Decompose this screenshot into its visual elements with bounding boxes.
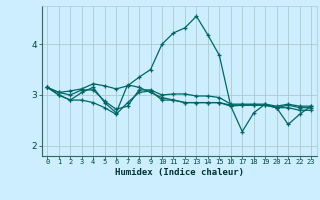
X-axis label: Humidex (Indice chaleur): Humidex (Indice chaleur) — [115, 168, 244, 177]
